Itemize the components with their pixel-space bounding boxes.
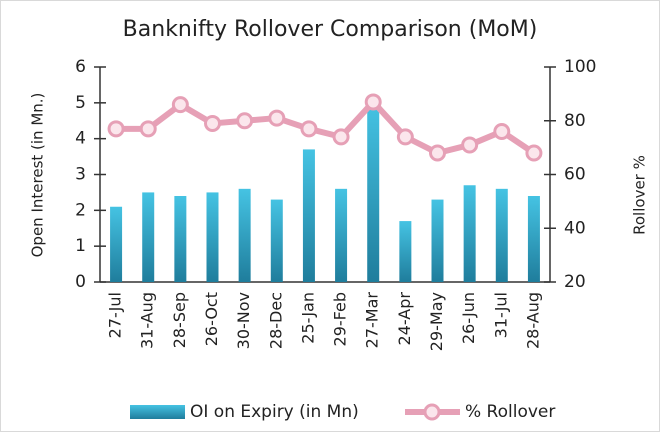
bar	[238, 188, 251, 282]
legend-swatch-bar	[130, 405, 185, 419]
chart-title: Banknifty Rollover Comparison (MoM)	[123, 17, 538, 42]
y2-tick-label: 100	[564, 57, 596, 77]
rollover-marker	[396, 128, 414, 146]
y2-tick-label: 80	[564, 111, 586, 131]
rollover-marker	[332, 128, 350, 146]
bar	[463, 185, 476, 282]
y-axis-label: Open Interest (in Mn.)	[29, 93, 47, 258]
legend-label: % Rollover	[465, 402, 555, 422]
x-tick-label: 28-Aug	[523, 292, 542, 349]
y2-tick-label: 40	[564, 218, 586, 238]
bar	[335, 188, 348, 282]
rollover-marker	[268, 109, 286, 127]
y-tick-label: 3	[75, 165, 86, 185]
bar	[431, 199, 444, 282]
x-tick-label: 26-Jun	[459, 292, 478, 344]
bar	[495, 188, 508, 282]
bar	[206, 192, 219, 282]
rollover-marker	[236, 112, 254, 130]
rollover-marker	[429, 144, 446, 162]
x-tick-label: 28-Dec	[266, 292, 285, 349]
bar	[142, 192, 155, 282]
legend-label: OI on Expiry (in Mn)	[190, 402, 359, 422]
y-tick-label: 2	[75, 200, 86, 220]
y-tick-label: 6	[75, 57, 86, 77]
x-tick-label: 29-May	[427, 292, 446, 351]
x-tick-label: 31-Jul	[491, 292, 510, 338]
y2-axis-label: Rollover %	[631, 155, 649, 235]
x-tick-label: 24-Apr	[395, 292, 414, 346]
bar	[270, 199, 283, 282]
y-tick-label: 0	[75, 272, 86, 292]
bar	[302, 149, 315, 282]
y2-tick-label: 60	[564, 165, 586, 185]
rollover-marker	[525, 144, 543, 162]
rollover-marker	[300, 120, 318, 138]
bar	[174, 196, 187, 282]
x-tick-label: 31-Aug	[138, 292, 157, 349]
bar	[527, 196, 540, 282]
legend-swatch-marker	[423, 403, 441, 421]
x-tick-label: 25-Jan	[298, 292, 317, 344]
rollover-marker	[107, 120, 125, 138]
y-tick-label: 1	[75, 236, 86, 256]
y2-tick-label: 20	[564, 272, 586, 292]
x-tick-label: 26-Oct	[202, 292, 221, 346]
rollover-marker	[461, 136, 479, 154]
bar	[367, 102, 380, 282]
bar	[110, 206, 123, 282]
x-tick-label: 29-Feb	[331, 292, 350, 346]
x-tick-label: 28-Sep	[170, 292, 189, 348]
x-tick-label: 27-Jul	[106, 292, 125, 338]
y-tick-label: 4	[75, 129, 86, 149]
bar	[399, 221, 412, 282]
rollover-marker	[364, 93, 382, 111]
y-tick-label: 5	[75, 93, 86, 113]
x-tick-label: 30-Nov	[234, 292, 253, 349]
rollover-marker	[493, 123, 511, 140]
rollover-marker	[204, 114, 221, 132]
x-tick-label: 27-Mar	[363, 292, 382, 349]
rollover-marker	[139, 120, 157, 138]
rollover-marker	[171, 96, 189, 114]
